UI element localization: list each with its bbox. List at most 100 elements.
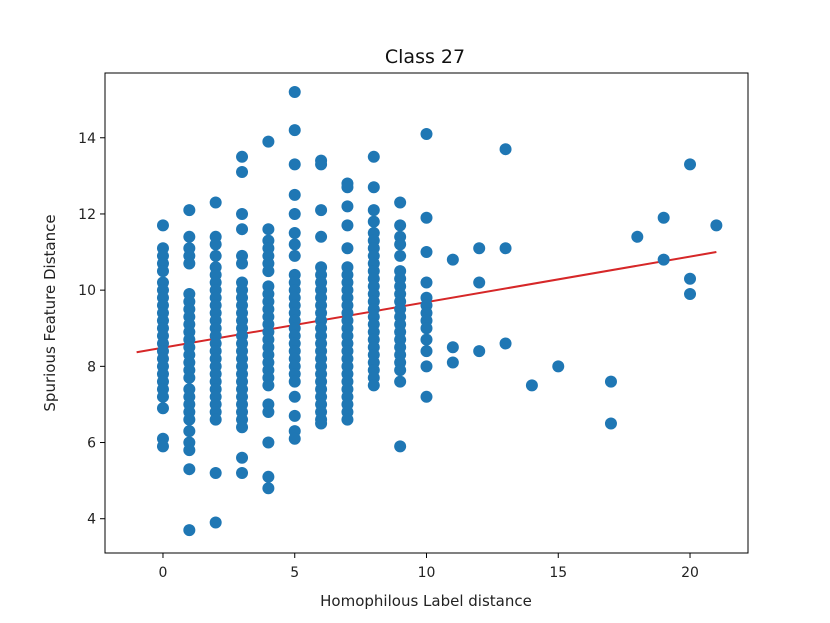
- data-point: [473, 345, 486, 358]
- data-point: [183, 204, 196, 217]
- data-point: [288, 432, 301, 445]
- y-tick-label: 6: [87, 436, 96, 452]
- data-point: [446, 253, 459, 266]
- y-axis-label: Spurious Feature Distance: [41, 214, 59, 411]
- data-point: [288, 390, 301, 403]
- data-point: [394, 364, 407, 377]
- data-point: [183, 413, 196, 426]
- data-point: [288, 238, 301, 251]
- data-point: [499, 242, 512, 255]
- data-point: [236, 451, 249, 464]
- y-axis: 4 6 8 10 12 14: [78, 131, 105, 528]
- data-point: [499, 337, 512, 350]
- data-point: [420, 322, 433, 335]
- data-point: [156, 402, 169, 415]
- data-point: [367, 379, 380, 392]
- data-point: [315, 158, 328, 171]
- data-point: [236, 257, 249, 270]
- y-tick-label: 14: [78, 131, 96, 147]
- data-point: [604, 375, 617, 388]
- data-point: [315, 230, 328, 243]
- data-point: [341, 242, 354, 255]
- x-axis: 0 5 10 15 20: [159, 553, 699, 581]
- data-point: [288, 86, 301, 99]
- y-tick-label: 8: [87, 359, 96, 375]
- data-point: [420, 333, 433, 346]
- data-point: [420, 390, 433, 403]
- data-point: [183, 425, 196, 438]
- data-point: [262, 436, 275, 449]
- data-point: [341, 413, 354, 426]
- data-point: [394, 219, 407, 232]
- data-point: [315, 417, 328, 430]
- data-point: [183, 371, 196, 384]
- points-layer: [156, 86, 723, 537]
- data-point: [420, 360, 433, 373]
- data-point: [367, 204, 380, 217]
- data-point: [420, 211, 433, 224]
- data-point: [341, 200, 354, 213]
- data-point: [684, 158, 697, 171]
- y-tick-label: 10: [78, 283, 96, 299]
- data-point: [367, 150, 380, 163]
- x-tick-label: 10: [418, 565, 436, 581]
- data-point: [183, 524, 196, 537]
- data-point: [288, 409, 301, 422]
- data-point: [446, 356, 459, 369]
- data-point: [631, 230, 644, 243]
- data-point: [209, 196, 222, 209]
- data-point: [394, 249, 407, 262]
- data-point: [473, 242, 486, 255]
- data-point: [236, 223, 249, 236]
- data-point: [710, 219, 723, 232]
- data-point: [262, 482, 275, 495]
- data-point: [236, 166, 249, 179]
- data-point: [236, 150, 249, 163]
- data-point: [420, 276, 433, 289]
- data-point: [209, 516, 222, 529]
- data-point: [262, 265, 275, 278]
- data-point: [657, 253, 670, 266]
- data-point: [262, 379, 275, 392]
- data-point: [552, 360, 565, 373]
- data-point: [183, 463, 196, 476]
- data-point: [604, 417, 617, 430]
- data-point: [420, 246, 433, 259]
- data-point: [236, 467, 249, 479]
- data-point: [262, 223, 275, 236]
- data-point: [420, 127, 433, 140]
- x-axis-label: Homophilous Label distance: [320, 592, 532, 610]
- data-point: [473, 276, 486, 289]
- data-point: [209, 249, 222, 262]
- data-point: [288, 249, 301, 262]
- chart-title: Class 27: [385, 46, 465, 68]
- data-point: [156, 440, 169, 453]
- data-point: [684, 272, 697, 285]
- data-point: [209, 413, 222, 426]
- data-point: [657, 211, 670, 224]
- data-point: [262, 406, 275, 419]
- data-point: [262, 135, 275, 148]
- data-point: [684, 287, 697, 300]
- data-point: [236, 207, 249, 220]
- data-point: [156, 265, 169, 278]
- data-point: [183, 257, 196, 270]
- data-point: [156, 219, 169, 232]
- data-point: [394, 238, 407, 251]
- data-point: [341, 181, 354, 194]
- data-point: [183, 230, 196, 243]
- data-point: [209, 238, 222, 251]
- data-point: [288, 124, 301, 137]
- data-point: [499, 143, 512, 156]
- data-point: [525, 379, 538, 392]
- data-point: [420, 345, 433, 358]
- data-point: [394, 196, 407, 209]
- y-tick-label: 4: [87, 512, 96, 528]
- data-point: [315, 204, 328, 217]
- x-tick-label: 5: [290, 565, 299, 581]
- data-point: [446, 341, 459, 354]
- data-point: [394, 440, 407, 453]
- data-point: [394, 375, 407, 388]
- data-point: [209, 467, 222, 479]
